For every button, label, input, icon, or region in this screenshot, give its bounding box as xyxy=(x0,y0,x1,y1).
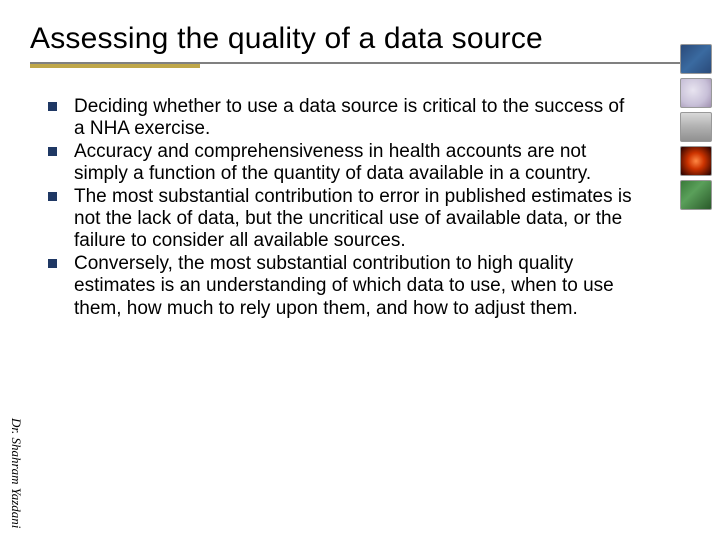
square-bullet-icon xyxy=(48,102,57,111)
list-item: Deciding whether to use a data source is… xyxy=(30,96,640,141)
list-item-text: Deciding whether to use a data source is… xyxy=(74,96,640,141)
list-item-text: Accuracy and comprehensiveness in health… xyxy=(74,141,640,186)
square-bullet-icon xyxy=(48,147,57,156)
author-credit: Dr. Shahram Yazdani xyxy=(8,418,24,528)
slide-title: Assessing the quality of a data source xyxy=(30,22,720,56)
bullet-cell xyxy=(30,141,74,186)
content-block: Deciding whether to use a data source is… xyxy=(30,96,640,320)
title-rule xyxy=(30,62,685,68)
bullet-cell xyxy=(30,96,74,141)
thumbnail-icon xyxy=(680,146,712,176)
list-item-text: Conversely, the most substantial contrib… xyxy=(74,253,640,320)
square-bullet-icon xyxy=(48,192,57,201)
thumbnail-strip xyxy=(680,44,714,210)
list-item: Conversely, the most substantial contrib… xyxy=(30,253,640,320)
bullet-cell xyxy=(30,253,74,320)
square-bullet-icon xyxy=(48,259,57,268)
thumbnail-icon xyxy=(680,180,712,210)
thumbnail-icon xyxy=(680,44,712,74)
thumbnail-icon xyxy=(680,78,712,108)
thumbnail-icon xyxy=(680,112,712,142)
list-item: The most substantial contribution to err… xyxy=(30,186,640,253)
rule-gold xyxy=(30,64,200,68)
bullet-cell xyxy=(30,186,74,253)
list-item: Accuracy and comprehensiveness in health… xyxy=(30,141,640,186)
list-item-text: The most substantial contribution to err… xyxy=(74,186,640,253)
slide: Assessing the quality of a data source D… xyxy=(0,0,720,540)
